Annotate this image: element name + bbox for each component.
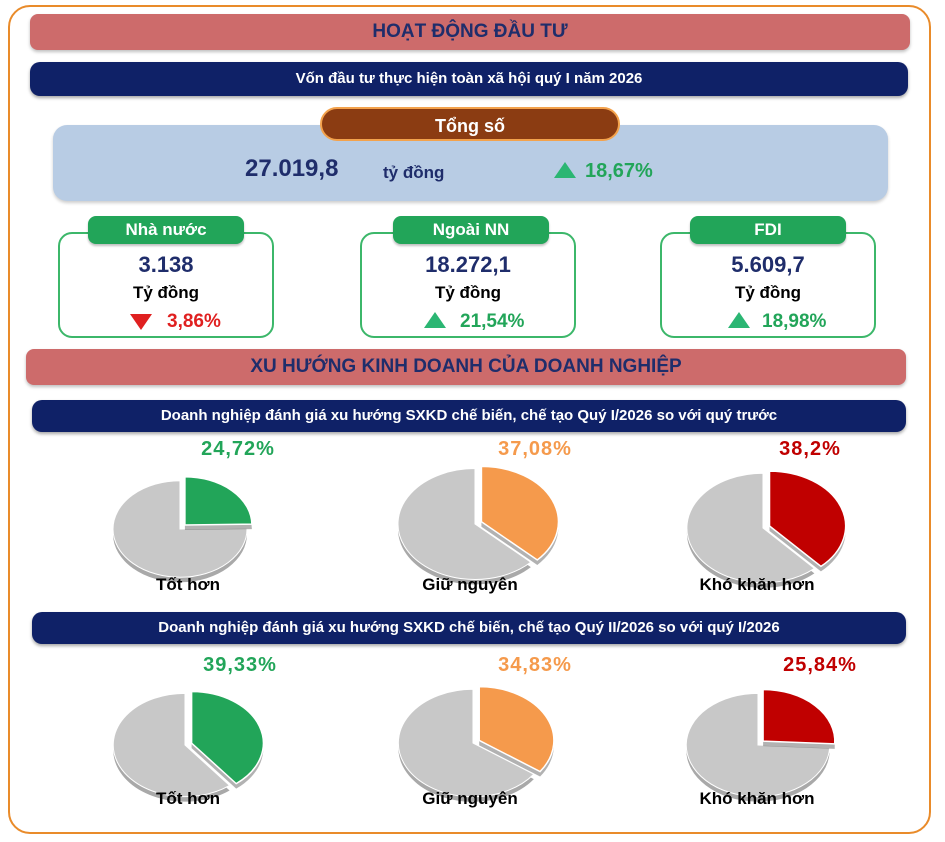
pie-2-2-label: Giữ nguyên (422, 789, 518, 808)
pie-highlight-slice-tốt-hơn (190, 690, 265, 785)
card-state-value: 3.138 (138, 252, 194, 277)
card-state-down-arrow-icon (130, 314, 152, 330)
pie-highlight-slice-giữ-nguyên (480, 465, 560, 561)
investment-subtitle-band: Vốn đầu tư thực hiện toàn xã hội quý I n… (30, 62, 908, 96)
pie-1-2-label: Giữ nguyên (422, 575, 518, 594)
total-label-pill: Tổng số (320, 107, 620, 141)
card-fdi-up-arrow-icon (728, 312, 750, 328)
card-non-state (360, 232, 576, 338)
trend-title-band: XU HƯỚNG KINH DOANH CỦA DOANH NGHIỆP (26, 349, 906, 385)
card-fdi-value: 5.609,7 (731, 252, 805, 277)
card-state-unit: Tỷ đồng (132, 283, 200, 302)
pie-highlight-slice-giữ-nguyên (478, 685, 555, 773)
card-non-state-up-arrow-icon (424, 312, 446, 328)
pie-highlight-slice-khó-khăn-hơn (762, 688, 836, 745)
card-non-state-value: 18.272,1 (425, 252, 511, 277)
pie-chart-2-2 (397, 685, 555, 802)
investment-title-band: HOẠT ĐỘNG ĐẦU TƯ (30, 14, 910, 50)
pie-rest-slice (397, 468, 532, 580)
chart2-title-band: Doanh nghiệp đánh giá xu hướng SXKD chế … (32, 612, 906, 644)
pie-2-3-percent: 25,84% (783, 654, 857, 676)
card-non-state-label: Ngoài NN (393, 216, 549, 244)
chart1-title-band: Doanh nghiệp đánh giá xu hướng SXKD chế … (32, 400, 906, 432)
pie-chart-2-1 (112, 690, 265, 802)
pie-rest-slice (397, 688, 535, 798)
pie-1-3-label: Khó khăn hơn (699, 575, 815, 594)
pie-rest-slice (112, 480, 248, 578)
pie-highlight-slice-khó-khăn-hơn (768, 470, 847, 568)
pie-2-3-label: Khó khăn hơn (699, 789, 815, 808)
total-value: 27.019,8 (245, 155, 339, 182)
card-fdi-change: 18,98% (762, 311, 827, 332)
pie-highlight-slice-tốt-hơn (184, 476, 253, 526)
pie-2-1-label: Tốt hơn (155, 789, 220, 808)
pie-1-1-percent: 24,72% (201, 438, 275, 460)
card-state-label: Nhà nước (88, 216, 244, 244)
pie-chart-2-3 (685, 688, 836, 802)
pie-2-1-percent: 39,33% (203, 654, 277, 676)
pie-rest-slice (112, 692, 231, 798)
total-change: 18,67% (585, 160, 653, 182)
pie-chart-1-1 (112, 476, 253, 583)
card-fdi-unit: Tỷ đồng (734, 283, 802, 302)
card-state (58, 232, 274, 338)
total-up-arrow-icon (554, 162, 576, 178)
pie-chart-1-2 (397, 465, 560, 585)
pie-1-3-percent: 38,2% (779, 438, 841, 460)
pie-rest-slice (686, 472, 816, 584)
pie-2-2-percent: 34,83% (498, 654, 572, 676)
pie-1-1-label: Tốt hơn (155, 575, 220, 594)
total-unit: tỷ đồng (383, 163, 445, 182)
pie-1-2-percent: 37,08% (498, 438, 572, 460)
card-fdi (660, 232, 876, 338)
pie-chart-1-3 (686, 470, 847, 588)
card-fdi-label: FDI (690, 216, 846, 244)
card-state-change: 3,86% (167, 311, 221, 332)
infographic-frame (8, 5, 931, 834)
card-non-state-unit: Tỷ đồng (434, 283, 502, 302)
card-non-state-change: 21,54% (460, 311, 525, 332)
pie-rest-slice (685, 692, 831, 798)
